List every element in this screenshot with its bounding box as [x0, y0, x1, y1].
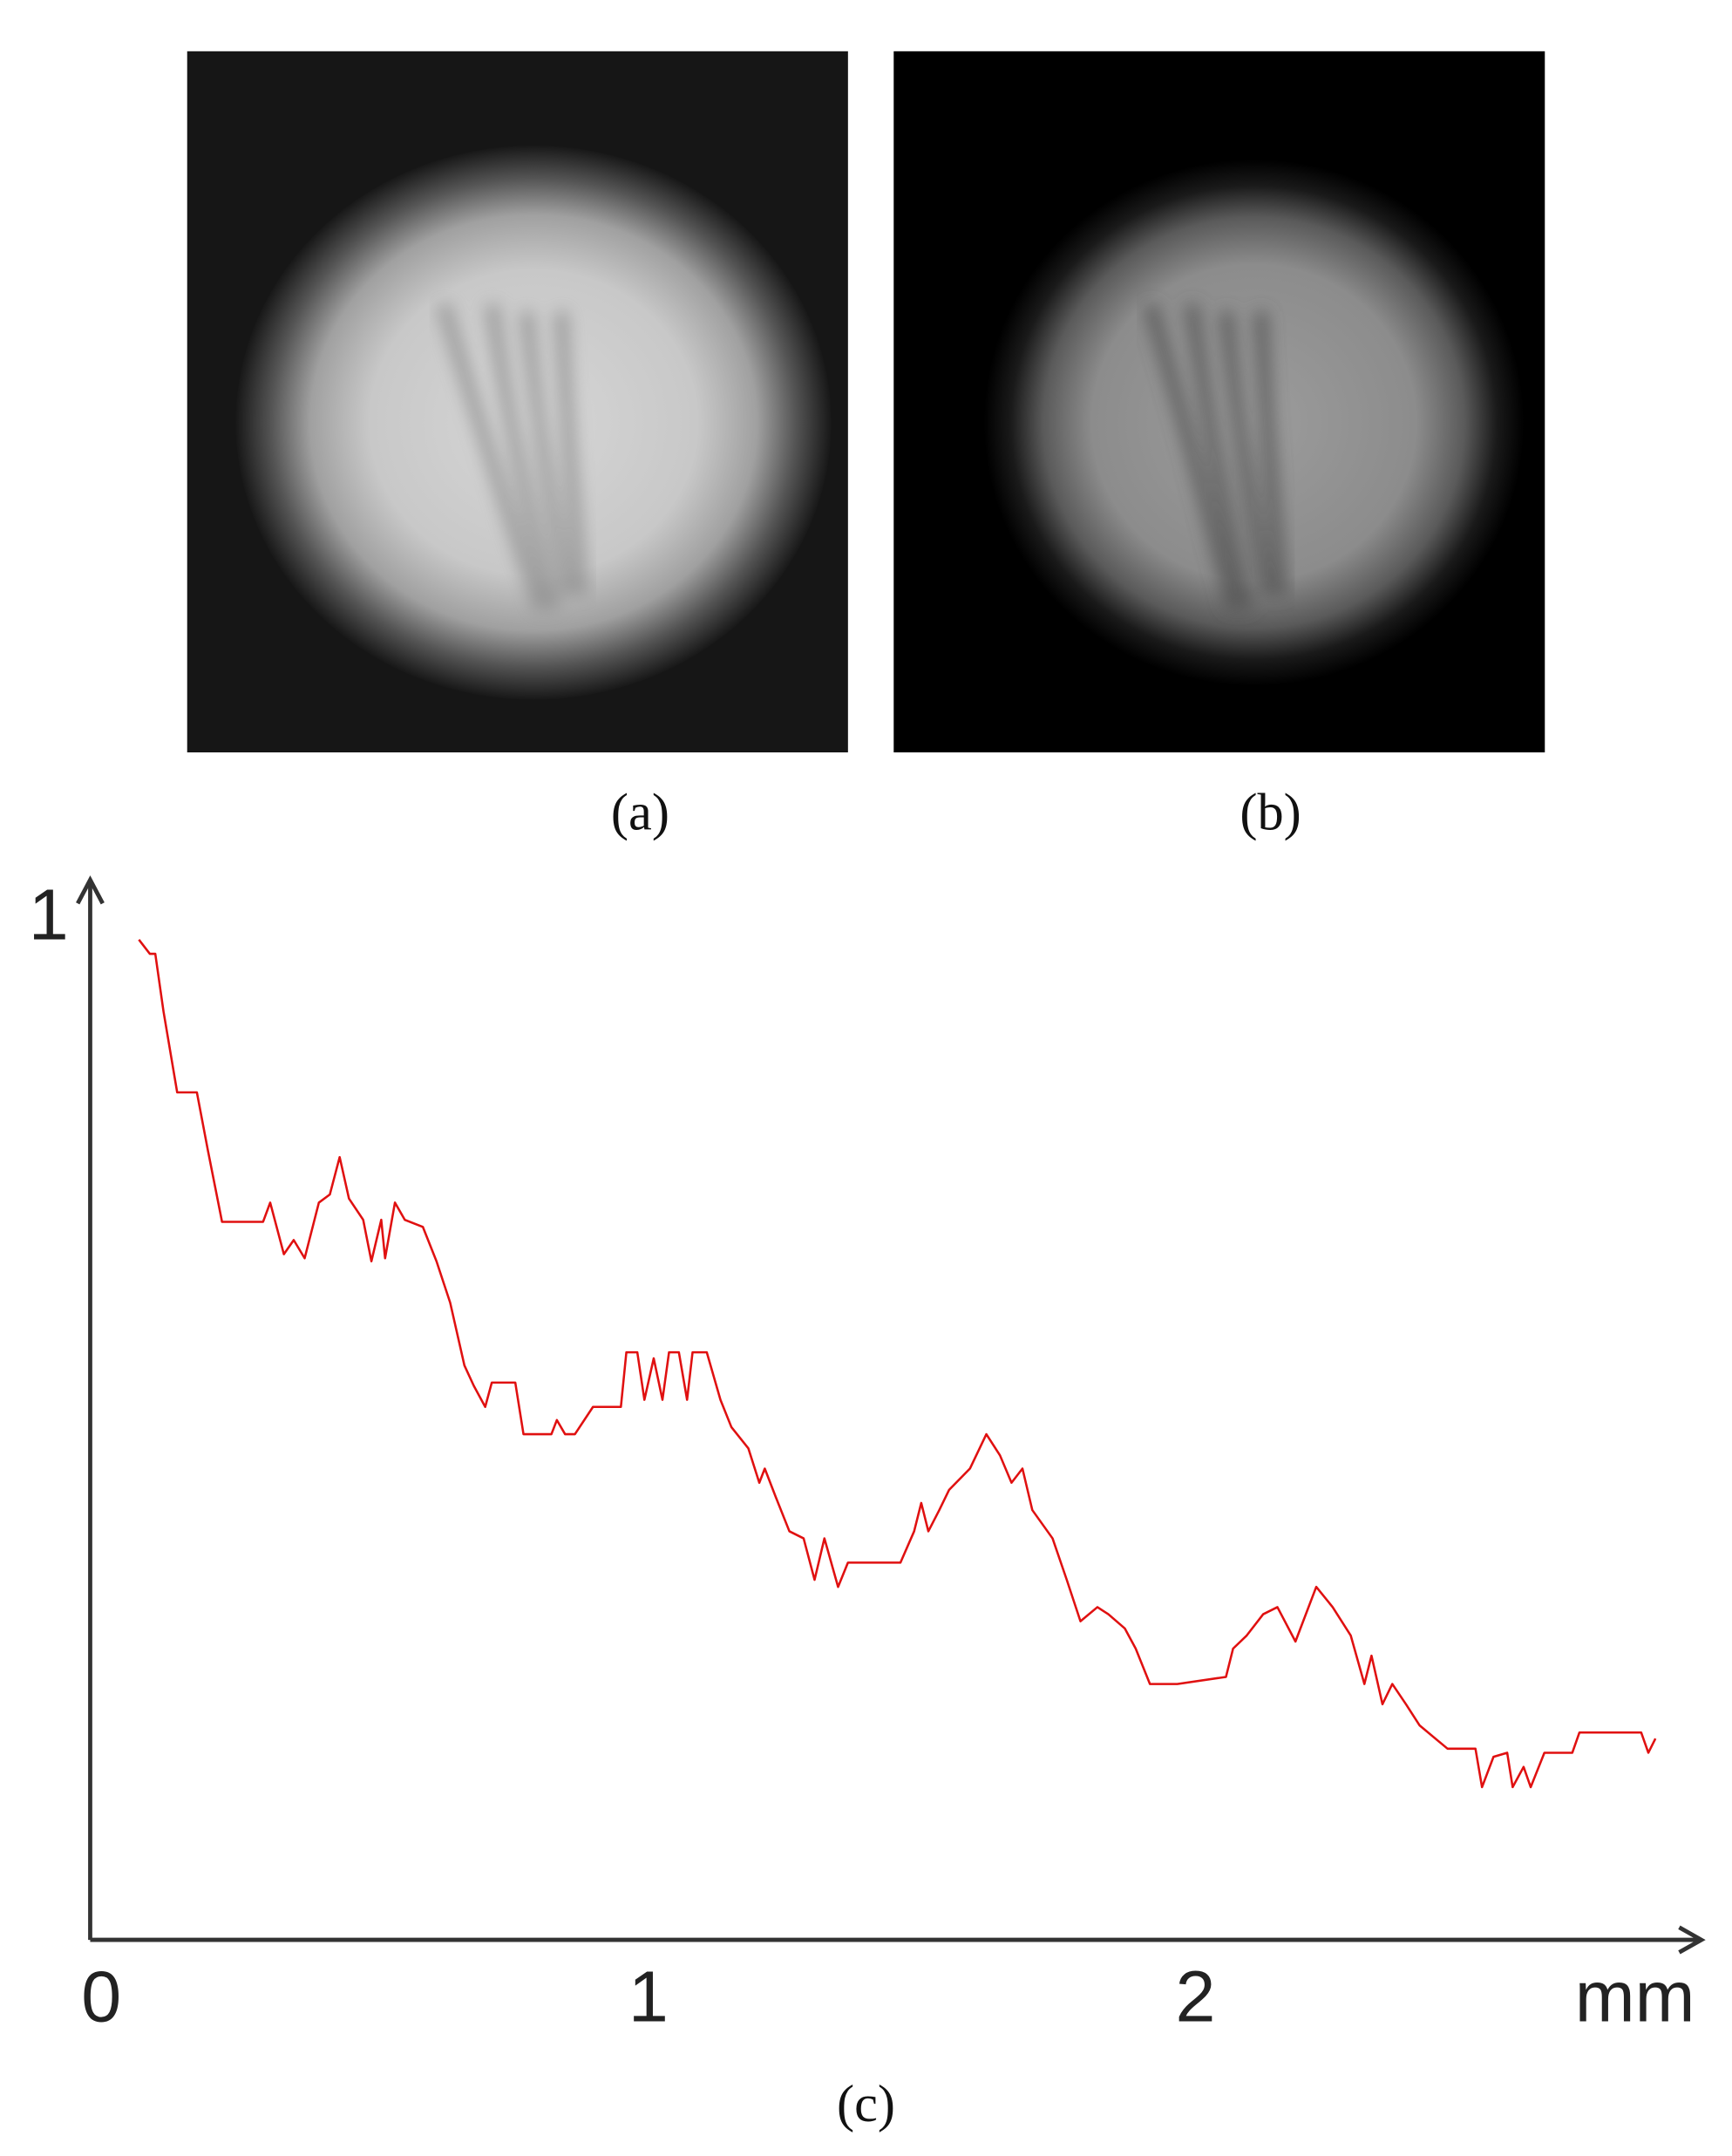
x-tick-label: 0 — [81, 1955, 121, 2037]
y-tick-label: 1 — [29, 874, 69, 955]
axes — [76, 875, 1706, 1955]
x-tick-label: 2 — [1176, 1955, 1216, 2037]
x-tick-label: 1 — [628, 1955, 669, 2037]
panel-label: (b) — [1240, 784, 1301, 842]
panel-label: (c) — [837, 2075, 895, 2133]
panel-label: (a) — [611, 784, 669, 842]
y-arrow — [76, 875, 105, 905]
x-arrow — [1678, 1925, 1706, 1955]
image-b — [893, 51, 1545, 753]
x-axis-label: mm — [1575, 1955, 1695, 2037]
data-line — [138, 939, 1657, 1789]
image-a — [187, 51, 848, 753]
